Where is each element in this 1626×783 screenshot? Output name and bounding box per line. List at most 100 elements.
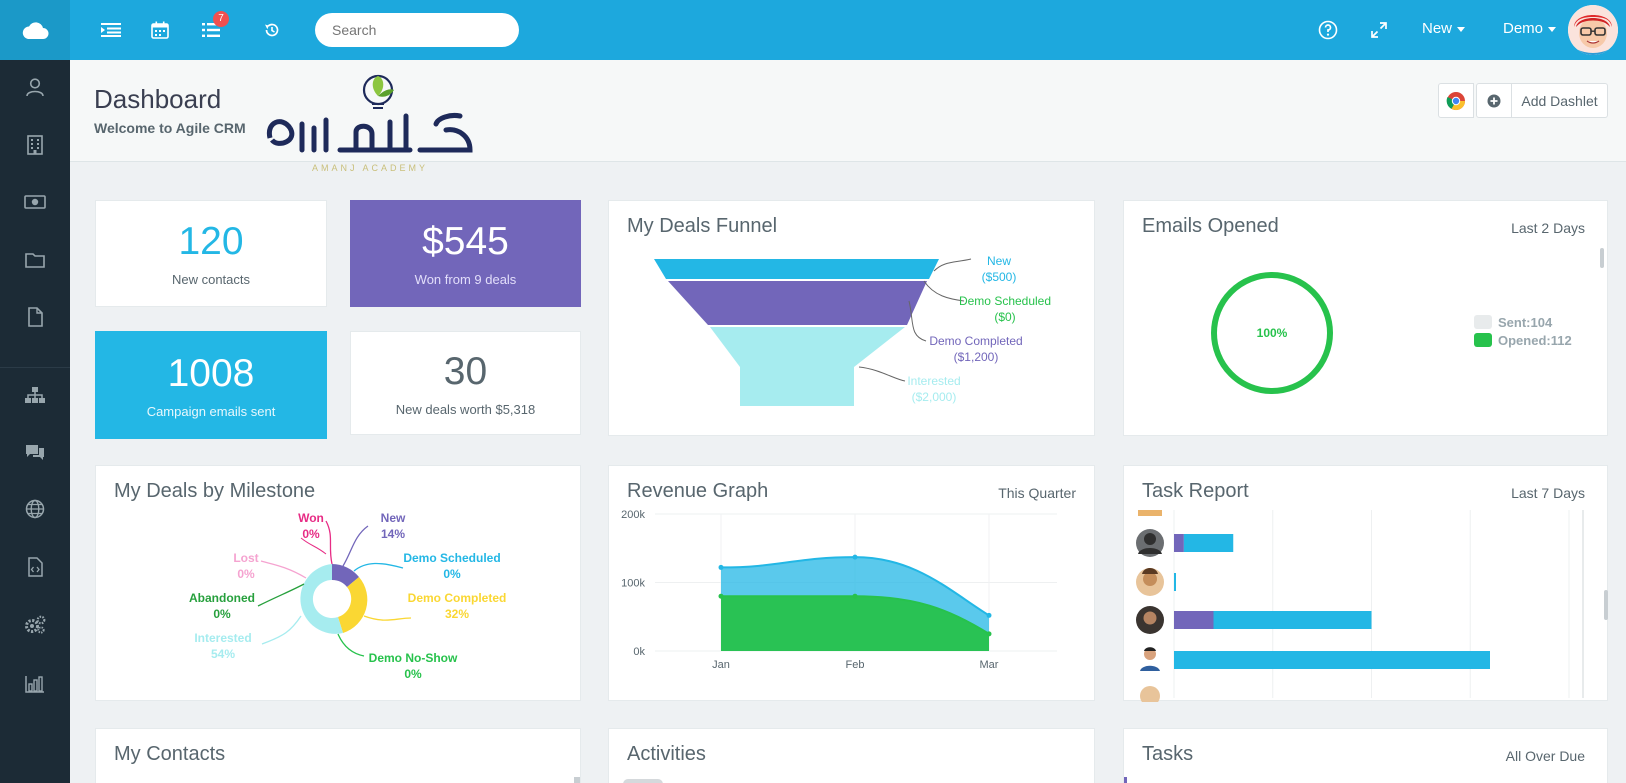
code-file-icon (28, 557, 43, 577)
slice-demo-completed[interactable] (338, 577, 368, 633)
slice-interested[interactable] (300, 564, 343, 634)
task-bar-segment[interactable] (1213, 611, 1372, 629)
task-bar-segment[interactable] (1174, 534, 1184, 552)
add-dashlet-icon-button[interactable] (1476, 83, 1512, 118)
slice-label-name: Won (298, 511, 324, 525)
slice-label-name: New (381, 511, 406, 525)
history-icon[interactable] (260, 18, 284, 42)
sidebar-item-chat[interactable] (0, 432, 70, 472)
slice-label-pct: 0% (443, 567, 461, 581)
revenue-area-chart: 0k 100k 200k Jan Feb Mar (621, 509, 1057, 671)
slice-label-pct: 0% (404, 667, 422, 681)
data-point (718, 564, 724, 570)
sidebar-item-contacts[interactable] (0, 67, 70, 107)
sidebar-item-documents[interactable] (0, 240, 70, 280)
tasks-panel: Tasks All Over Due (1123, 728, 1608, 783)
task-avatar[interactable] (1136, 646, 1164, 674)
activity-avatar-partial (623, 779, 663, 783)
task-report-panel: Task Report Last 7 Days (1123, 465, 1608, 702)
new-dropdown[interactable]: New (1422, 20, 1466, 37)
task-avatar[interactable] (1136, 568, 1164, 596)
sidebar-item-workflows[interactable] (0, 375, 70, 415)
funnel-label-name: New (987, 254, 1011, 268)
page-header: Dashboard Welcome to Agile CRM AMANJ ACA… (70, 60, 1626, 173)
funnel-label-amount: ($0) (994, 310, 1015, 324)
sidebar-divider (0, 367, 70, 368)
x-tick-label: Jan (712, 659, 730, 671)
deals-funnel-panel: My Deals Funnel New ($500) Demo Schedule… (608, 200, 1095, 436)
task-bar-segment[interactable] (1174, 611, 1214, 629)
data-point (986, 631, 992, 637)
panel-title: My Contacts (114, 743, 226, 765)
stat-label: New deals worth $5,318 (395, 401, 536, 417)
sidebar-item-reports[interactable] (0, 664, 70, 704)
stat-new-deals[interactable]: 30 New deals worth $5,318 (350, 331, 581, 435)
tasks-list-icon[interactable]: 7 (199, 11, 229, 42)
task-avatar[interactable] (1136, 529, 1164, 557)
task-bar-segment[interactable] (1183, 534, 1234, 552)
funnel-stage-new[interactable] (654, 259, 939, 279)
scrollbar-thumb[interactable] (574, 777, 580, 783)
stat-label: Won from 9 deals (414, 272, 517, 287)
task-avatar[interactable] (1136, 606, 1164, 634)
sidebar-item-deals[interactable] (0, 182, 70, 222)
funnel-chart: New ($500) Demo Scheduled ($0) Demo Comp… (654, 254, 1051, 406)
funnel-stage-demo-completed[interactable] (668, 281, 927, 325)
funnel-stage-interested[interactable] (710, 327, 905, 406)
emails-donut-chart: 100% Sent:104 Opened:112 (1211, 272, 1572, 394)
add-dashlet-button[interactable]: Add Dashlet (1512, 83, 1608, 118)
sidebar-item-web[interactable] (0, 489, 70, 529)
data-point (986, 612, 992, 618)
my-contacts-panel: My Contacts (95, 728, 581, 783)
chevron-down-icon (1457, 26, 1466, 32)
task-avatar-partial-top (1138, 510, 1162, 516)
stat-value: $545 (422, 220, 509, 263)
panel-title: Tasks (1142, 743, 1194, 765)
legend-label-sent: Sent:104 (1498, 315, 1553, 330)
money-icon (24, 195, 46, 209)
slice-label-pct: 0% (237, 567, 255, 581)
building-icon (27, 135, 43, 155)
y-tick-label: 200k (621, 509, 645, 521)
sidebar-item-companies[interactable] (0, 125, 70, 165)
scrollbar-thumb[interactable] (1604, 590, 1608, 620)
page-title: Dashboard (94, 84, 222, 114)
slice-label-name: Lost (233, 551, 258, 565)
globe-icon (25, 499, 45, 519)
scrollbar-thumb[interactable] (1600, 248, 1604, 268)
data-point (718, 593, 724, 599)
task-priority-marker (1124, 777, 1127, 783)
slice-label-pct: 54% (211, 647, 235, 661)
data-point (852, 554, 858, 560)
slice-new[interactable] (332, 564, 359, 587)
stat-campaign-emails[interactable]: 1008 Campaign emails sent (95, 331, 327, 439)
slice-label-pct: 0% (213, 607, 231, 621)
task-bar-segment[interactable] (1174, 651, 1490, 669)
search-input[interactable] (332, 22, 513, 38)
sidebar-toggle-icon[interactable] (99, 18, 123, 42)
sidebar-item-files[interactable] (0, 297, 70, 337)
donut-center-label: 100% (1257, 326, 1288, 340)
stat-label: New contacts (171, 272, 251, 287)
revenue-graph-panel: Revenue Graph This Quarter 0k 100k 200k Jan… (608, 465, 1095, 701)
slice-label-name: Demo Scheduled (403, 551, 500, 565)
chrome-extension-button[interactable] (1438, 83, 1474, 118)
task-bar-segment[interactable] (1174, 573, 1176, 591)
gears-icon (25, 615, 46, 634)
calendar-icon[interactable] (148, 18, 172, 42)
brand-logo[interactable] (0, 0, 70, 60)
help-icon[interactable] (1316, 18, 1340, 42)
x-tick-label: Feb (846, 659, 865, 671)
area-series-1 (721, 596, 989, 651)
panel-title: Activities (627, 743, 706, 765)
stat-won-deals[interactable]: $545 Won from 9 deals (350, 200, 581, 307)
sidebar-item-code[interactable] (0, 547, 70, 587)
fullscreen-icon[interactable] (1367, 18, 1391, 42)
sidebar-item-settings[interactable] (0, 605, 70, 645)
legend-swatch-opened (1474, 333, 1492, 347)
avatar[interactable] (1568, 5, 1618, 55)
user-dropdown[interactable]: Demo (1503, 20, 1557, 37)
stat-new-contacts[interactable]: 120 New contacts (95, 200, 327, 307)
panel-title: Task Report (1142, 480, 1249, 502)
user-label: Demo (1503, 20, 1544, 37)
